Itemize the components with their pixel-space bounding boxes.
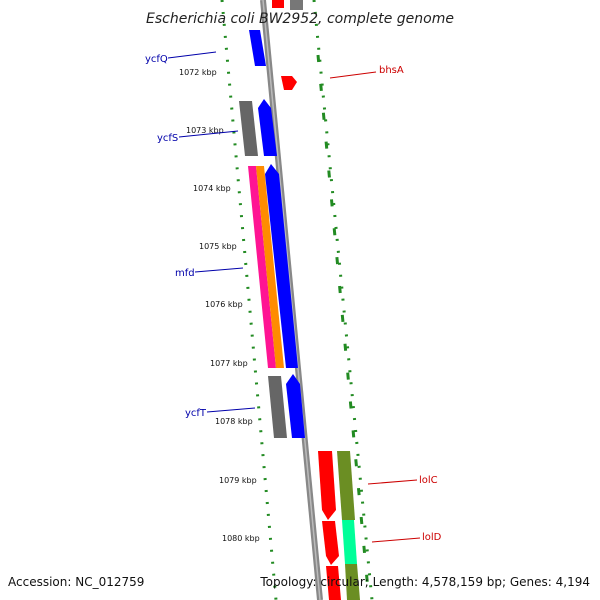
- ycfS-gray-cds: [239, 101, 258, 156]
- gene-leader-ycfQ: [167, 51, 217, 59]
- topology-text: Topology: circular; Length: 4,578,159 bp…: [259, 575, 590, 589]
- genome-title: Escherichia coli BW2952, complete genome: [146, 11, 454, 27]
- tick-label-1076: 1076 kbp: [205, 300, 243, 309]
- gene-leader-lolD: [371, 537, 421, 543]
- tick-label-1079: 1079 kbp: [219, 476, 257, 485]
- right-tick-track: [316, 54, 370, 591]
- tick-label-1078: 1078 kbp: [215, 417, 253, 426]
- gene-leader-lolC: [367, 479, 418, 485]
- bhsA-cds: [281, 76, 297, 90]
- gene-label-ycfQ[interactable]: ycfQ: [145, 54, 168, 65]
- track-band: [222, 0, 372, 600]
- ycfQ-cds: [249, 30, 266, 66]
- tick-label-1080: 1080 kbp: [222, 534, 260, 543]
- gene-label-ycfT[interactable]: ycfT: [185, 408, 207, 419]
- gene-label-lolC[interactable]: lolC: [419, 475, 438, 486]
- gene-leader-ycfT: [206, 407, 256, 413]
- gene-label-mfd[interactable]: mfd: [175, 268, 195, 279]
- lolD-cds: [322, 521, 339, 565]
- top-reverse-feature: [272, 0, 284, 8]
- ycfT-cds: [286, 374, 305, 438]
- mfd-orange-track: [256, 166, 284, 368]
- lolD-olive-track: [345, 564, 360, 600]
- tick-label-1077: 1077 kbp: [210, 359, 248, 368]
- top-gray-feature: [290, 0, 303, 10]
- gene-label-ycfS[interactable]: ycfS: [157, 133, 178, 144]
- accession-text: Accession: NC_012759: [8, 575, 144, 589]
- gene-leader-bhsA: [329, 71, 377, 79]
- gene-leader-mfd: [194, 267, 244, 273]
- lolC-cds: [318, 451, 336, 520]
- right-dotted-track: [312, 0, 374, 600]
- tick-label-1074: 1074 kbp: [193, 184, 231, 193]
- gene-label-bhsA[interactable]: bhsA: [379, 65, 404, 76]
- genome-backbone-highlight: [262, 0, 321, 600]
- left-dotted-track: [220, 0, 278, 600]
- tick-label-1073: 1073 kbp: [186, 126, 224, 135]
- ycfS-cds: [258, 99, 277, 156]
- gene-leader-ycfS: [178, 130, 239, 138]
- lolC-olive-track: [337, 451, 355, 520]
- bottom-reverse-feature: [326, 566, 341, 600]
- lolD-green-track: [342, 520, 357, 564]
- tick-label-1075: 1075 kbp: [199, 242, 237, 251]
- gene-label-lolD[interactable]: lolD: [422, 532, 442, 543]
- mfd-cds: [265, 164, 298, 368]
- mfd-pink-track: [248, 166, 276, 368]
- ycfT-gray-cds: [268, 376, 287, 438]
- tick-label-1072: 1072 kbp: [179, 68, 217, 77]
